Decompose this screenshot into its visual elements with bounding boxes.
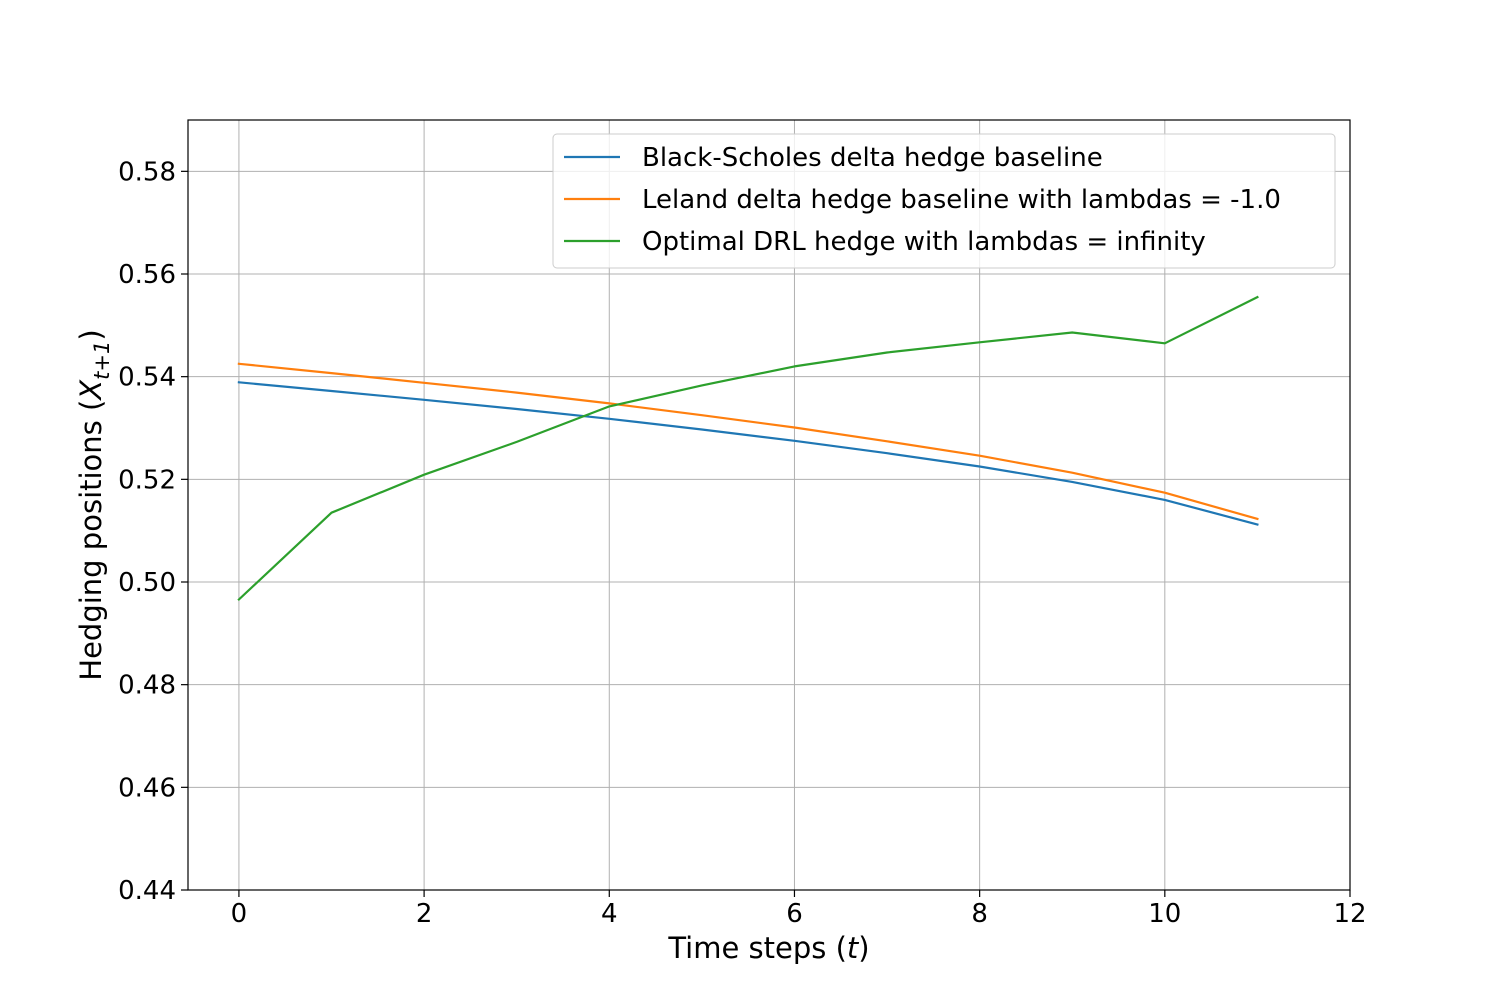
x-tick-label: 6 (786, 899, 803, 929)
y-tick-label: 0.58 (118, 157, 176, 187)
x-tick-label: 10 (1148, 899, 1181, 929)
y-tick-label: 0.50 (118, 568, 176, 598)
x-tick-label: 4 (601, 899, 618, 929)
legend-label-2: Leland delta hedge baseline with lambdas… (642, 185, 1281, 215)
y-tick-label: 0.54 (118, 363, 176, 393)
y-tick-label: 0.52 (118, 465, 176, 495)
x-tick-label: 8 (971, 899, 988, 929)
ticks: 0 2 4 6 8 10 12 0.44 0.46 0.48 0.50 0.52 0.54 0.56 0.5… (118, 157, 1366, 929)
legend-label-3: Optimal DRL hedge with lambdas = infinit… (642, 227, 1206, 257)
series-lines (237, 295, 1259, 602)
x-axis-label: Time steps (t) (667, 931, 869, 965)
x-tick-label: 2 (416, 899, 433, 929)
y-tick-label: 0.46 (118, 773, 176, 803)
legend: Black-Scholes delta hedge baseline Leland… (552, 133, 1336, 269)
x-tick-label: 0 (231, 899, 248, 929)
series-line-1 (237, 381, 1259, 526)
legend-box (552, 133, 1336, 269)
y-tick-label: 0.56 (118, 260, 176, 290)
series-line-3 (237, 295, 1259, 602)
series-line-2 (237, 362, 1259, 521)
legend-label-1: Black-Scholes delta hedge baseline (642, 143, 1103, 173)
x-tick-label: 12 (1333, 899, 1366, 929)
y-tick-label: 0.44 (118, 876, 176, 906)
y-tick-label: 0.48 (118, 671, 176, 701)
plot-frame (187, 119, 1351, 891)
y-axis-label: Hedging positions (Xt+1) (74, 329, 114, 680)
